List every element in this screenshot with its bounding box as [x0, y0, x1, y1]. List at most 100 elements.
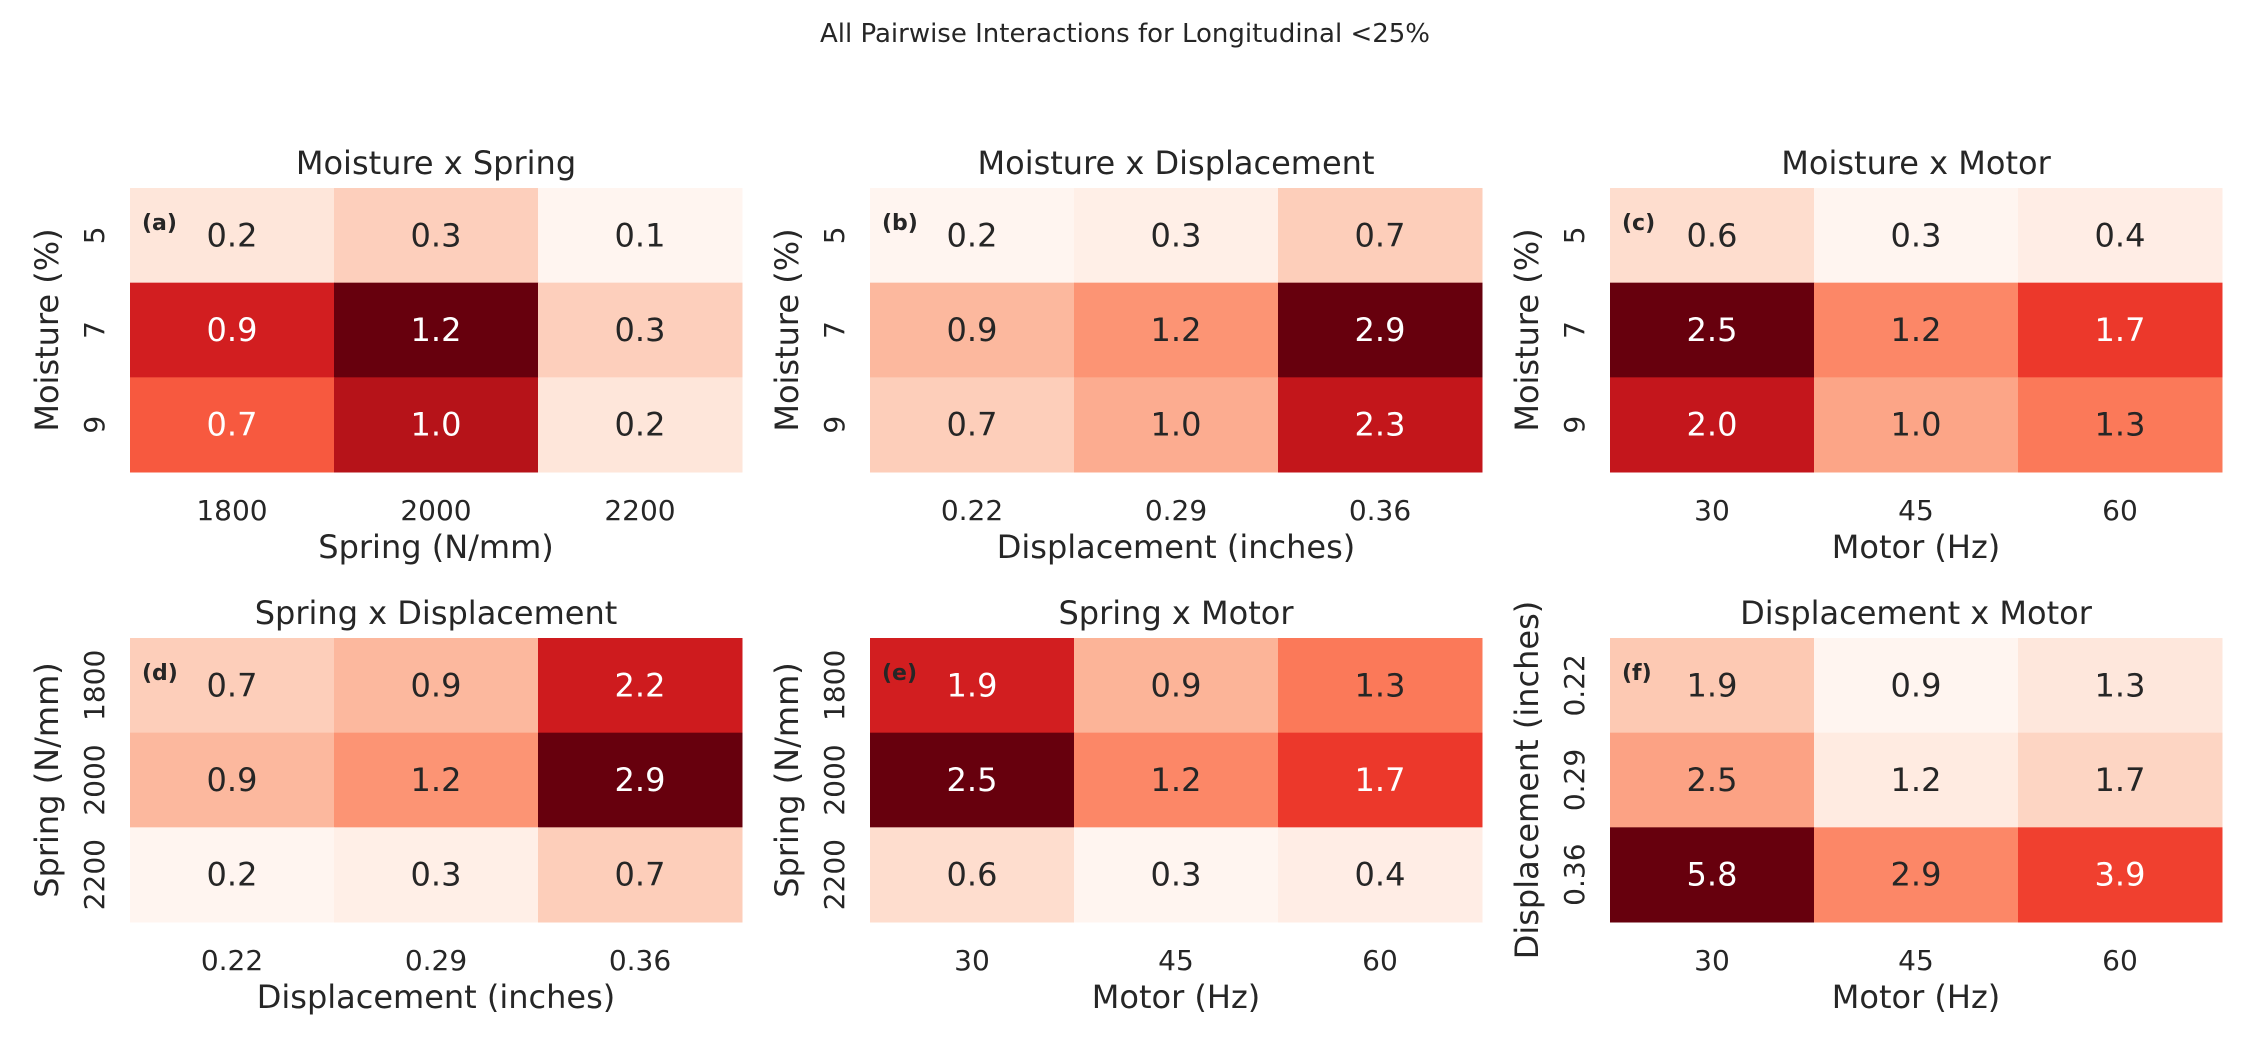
heatmap-cell: [1814, 188, 2019, 284]
x-tick-label: 60: [1362, 944, 1398, 977]
cell-value-label: 0.2: [207, 856, 258, 894]
cell-value-label: 3.9: [2095, 856, 2146, 894]
cell-value-label: 0.4: [2095, 216, 2146, 254]
cell-value-label: 0.3: [1151, 216, 1202, 254]
x-axis-label: Displacement (inches): [257, 978, 616, 1016]
y-tick-label: 5: [818, 226, 851, 244]
x-tick-label: 30: [954, 944, 990, 977]
y-tick-label: 2200: [78, 839, 111, 910]
heatmap-cell: [1074, 377, 1279, 473]
x-tick-label: 30: [1694, 494, 1730, 527]
x-tick-label: 0.22: [941, 494, 1003, 527]
heatmap-cell: [1278, 827, 1483, 923]
x-axis-label: Motor (Hz): [1092, 978, 1260, 1016]
heatmap-cell: [1074, 188, 1279, 284]
y-tick-label: 7: [818, 321, 851, 339]
cell-value-label: 0.4: [1355, 856, 1406, 894]
heatmap-cell: [1278, 732, 1483, 828]
cell-value-label: 1.2: [411, 311, 462, 349]
x-axis-label: Motor (Hz): [1832, 978, 2000, 1016]
heatmap-cell: [870, 377, 1075, 473]
heatmap-cell: [1610, 377, 1815, 473]
heatmap-cell: [2018, 638, 2223, 734]
cell-value-label: 0.3: [1151, 856, 1202, 894]
cell-value-label: 0.2: [207, 216, 258, 254]
cell-value-label: 1.2: [1151, 761, 1202, 799]
x-tick-label: 0.29: [1145, 494, 1207, 527]
heatmap-cell: [870, 638, 1075, 734]
heatmap-cell: [538, 377, 743, 473]
cell-value-label: 1.3: [1355, 666, 1406, 704]
x-tick-label: 60: [2102, 944, 2138, 977]
panel-letter-label: (a): [142, 211, 177, 236]
cell-value-label: 1.0: [1151, 406, 1202, 444]
x-axis-label: Displacement (inches): [997, 528, 1356, 566]
cell-value-label: 2.0: [1687, 406, 1738, 444]
cell-value-label: 2.3: [1355, 406, 1406, 444]
y-tick-label: 5: [78, 226, 111, 244]
cell-value-label: 0.7: [207, 406, 258, 444]
heatmap-cell: [538, 282, 743, 378]
x-tick-label: 2200: [604, 494, 675, 527]
cell-value-label: 1.2: [1891, 311, 1942, 349]
cell-value-label: 1.3: [2095, 406, 2146, 444]
y-tick-label: 7: [78, 321, 111, 339]
cell-value-label: 1.0: [411, 406, 462, 444]
cell-value-label: 1.9: [947, 666, 998, 704]
cell-value-label: 0.9: [411, 666, 462, 704]
heatmap-cell: [1074, 732, 1279, 828]
y-axis-label: Displacement (inches): [1508, 601, 1546, 960]
y-tick-label: 0.22: [1558, 654, 1591, 716]
y-tick-label: 7: [1558, 321, 1591, 339]
cell-value-label: 2.5: [947, 761, 998, 799]
panel-letter-label: (c): [1622, 211, 1655, 236]
panel-letter-label: (f): [1622, 661, 1652, 686]
heatmap-cell: [1278, 377, 1483, 473]
heatmap-panel: 1.9 0.9 1.3 2.5 1.2 1.7 0.6 0.3 0.4 (e) Spring x M…: [768, 594, 1483, 1016]
panel-letter-label: (b): [882, 211, 918, 236]
y-tick-label: 1800: [818, 650, 851, 721]
y-axis-label: Spring (N/mm): [28, 662, 66, 897]
heatmap-cell: [1278, 188, 1483, 284]
heatmap-cell: [1610, 282, 1815, 378]
heatmap-cell: [538, 732, 743, 828]
cell-value-label: 0.7: [1355, 216, 1406, 254]
heatmap-panel: 0.2 0.3 0.1 0.9 1.2 0.3 0.7 1.0 0.2 (a) Moisture x…: [28, 144, 743, 566]
heatmap-cell: [130, 638, 335, 734]
panel-title: Moisture x Spring: [296, 144, 576, 182]
cell-value-label: 0.6: [947, 856, 998, 894]
cell-value-label: 0.2: [947, 216, 998, 254]
heatmap-cell: [1814, 282, 2019, 378]
heatmap-cell: [130, 188, 335, 284]
figure-title: All Pairwise Interactions for Longitudin…: [820, 19, 1430, 49]
heatmap-panel: 0.7 0.9 2.2 0.9 1.2 2.9 0.2 0.3 0.7 (d) Spring x D…: [28, 594, 743, 1016]
y-tick-label: 9: [818, 416, 851, 434]
heatmap-cell: [870, 282, 1075, 378]
heatmap-cell: [1814, 377, 2019, 473]
heatmap-cell: [130, 827, 335, 923]
heatmap-cell: [538, 827, 743, 923]
y-tick-label: 2000: [78, 744, 111, 815]
heatmap-cell: [538, 188, 743, 284]
cell-value-label: 0.7: [207, 666, 258, 704]
cell-value-label: 0.9: [1151, 666, 1202, 704]
panel-letter-label: (d): [142, 661, 178, 686]
y-tick-label: 9: [1558, 416, 1591, 434]
cell-value-label: 2.5: [1687, 761, 1738, 799]
cell-value-label: 0.3: [411, 856, 462, 894]
panel-title: Displacement x Motor: [1740, 594, 2093, 632]
cell-value-label: 0.1: [615, 216, 666, 254]
x-tick-label: 1800: [196, 494, 267, 527]
y-axis-label: Moisture (%): [768, 228, 806, 431]
cell-value-label: 0.7: [947, 406, 998, 444]
heatmap-cell: [130, 732, 335, 828]
heatmap-cell: [1814, 638, 2019, 734]
y-tick-label: 0.29: [1558, 749, 1591, 811]
y-tick-label: 9: [78, 416, 111, 434]
heatmap-cell: [334, 732, 539, 828]
heatmap-cell: [334, 188, 539, 284]
cell-value-label: 1.7: [1355, 761, 1406, 799]
heatmap-cell: [2018, 827, 2223, 923]
x-axis-label: Spring (N/mm): [318, 528, 553, 566]
y-tick-label: 2000: [818, 744, 851, 815]
